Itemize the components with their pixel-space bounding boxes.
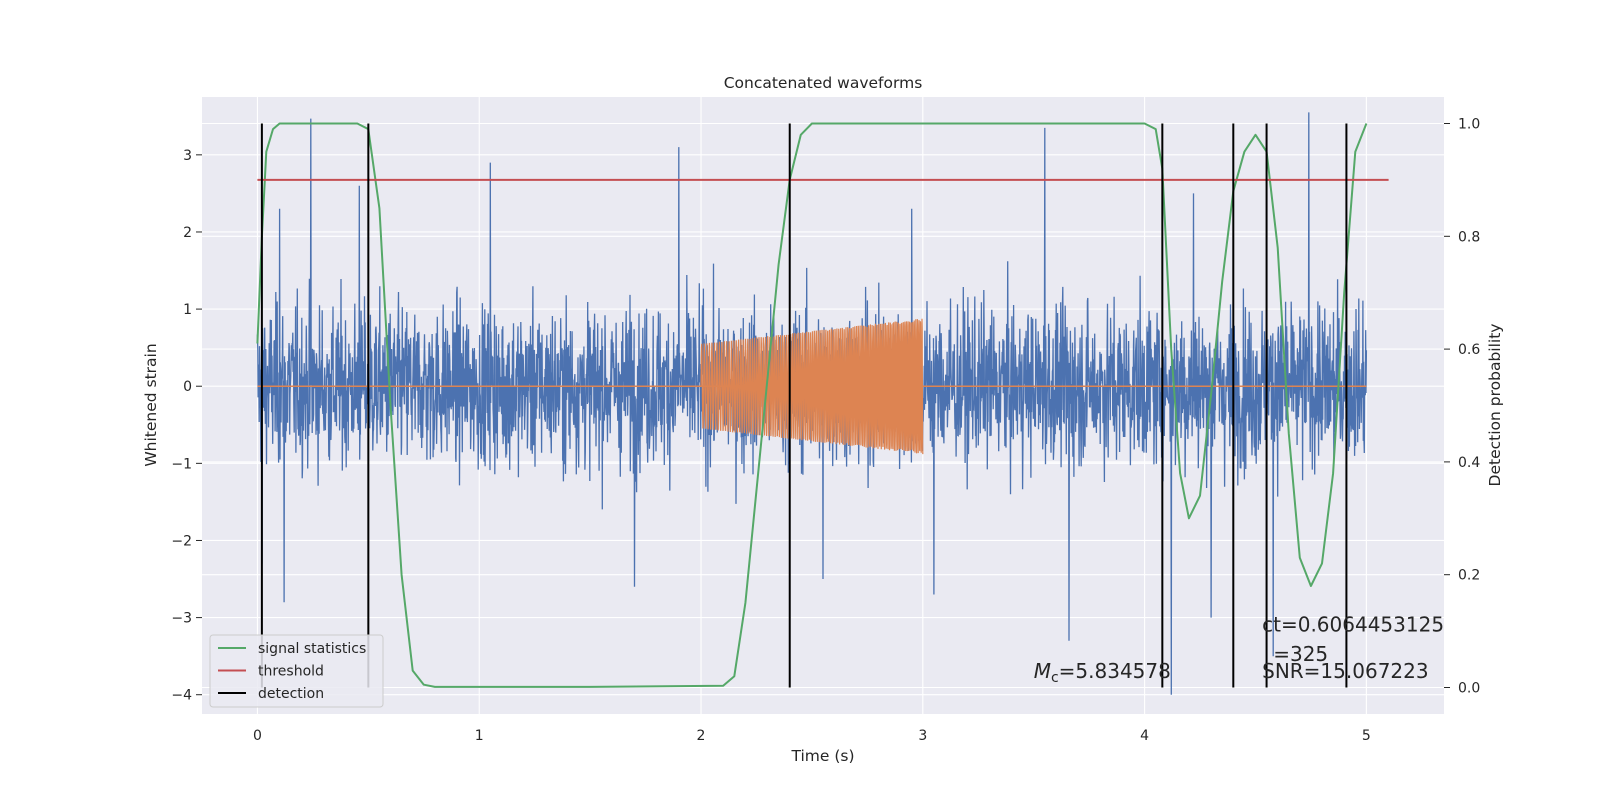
y-tick-label: 3	[183, 148, 192, 164]
legend: signal statistics threshold detection	[209, 634, 384, 708]
y-tick-label: −1	[171, 456, 192, 472]
y-tick-label: 0	[183, 379, 192, 395]
x-tick-label: 5	[1362, 728, 1371, 744]
x-tick-label: 4	[1140, 728, 1149, 744]
y2-tick-label: 0.8	[1458, 229, 1480, 245]
y-tick-label: −4	[171, 688, 192, 704]
x-tick-label: 3	[918, 728, 927, 744]
annotation: SNR=15.067223	[1262, 659, 1428, 683]
legend-box	[209, 634, 384, 708]
annotations: Mc=5.834578 ct=0.6064453125 =325SNR=15.067…	[1034, 612, 1444, 685]
y-axis-label: Whitened strain	[142, 343, 160, 466]
y-tick-label: −3	[171, 611, 192, 627]
series-injected-signal	[257, 318, 1367, 455]
annotation: Mc=5.834578	[1034, 659, 1171, 686]
x-tick-label: 0	[253, 728, 262, 744]
series-lines	[256, 122, 1389, 688]
annotation: =325	[1273, 642, 1328, 666]
chart-title: Concatenated waveforms	[724, 74, 923, 92]
y-tick-label: −2	[171, 533, 192, 549]
legend-label: signal statistics	[258, 641, 366, 657]
y2-tick-label: 1.0	[1458, 117, 1480, 133]
series-line-signal-statistics	[256, 122, 1368, 688]
y2-tick-label: 0.4	[1458, 455, 1480, 471]
annotation: ct=0.6064453125	[1262, 612, 1444, 636]
y-tick-label: 1	[183, 302, 192, 318]
y2-tick-label: 0.0	[1458, 680, 1480, 696]
x-tick-label: 2	[697, 728, 706, 744]
injected-chirp	[700, 318, 924, 455]
y-tick-label: 2	[183, 225, 192, 241]
y2-tick-labels: 1.0 0.8 0.6 0.4 0.2 0.0	[1458, 117, 1480, 697]
x-tick-label: 1	[475, 728, 484, 744]
x-axis-label: Time (s)	[790, 747, 854, 765]
y2-tick-label: 0.6	[1458, 342, 1480, 358]
detection-lines	[260, 123, 1348, 688]
legend-label: detection	[258, 686, 324, 702]
legend-label: threshold	[258, 664, 324, 680]
y-tick-labels: 3 2 1 0 −1 −2 −3 −4	[171, 148, 192, 704]
y2-tick-label: 0.2	[1458, 568, 1480, 584]
y2-axis-label: Detection probability	[1486, 324, 1504, 487]
x-tick-labels: 0 1 2 3 4 5	[253, 728, 1371, 744]
